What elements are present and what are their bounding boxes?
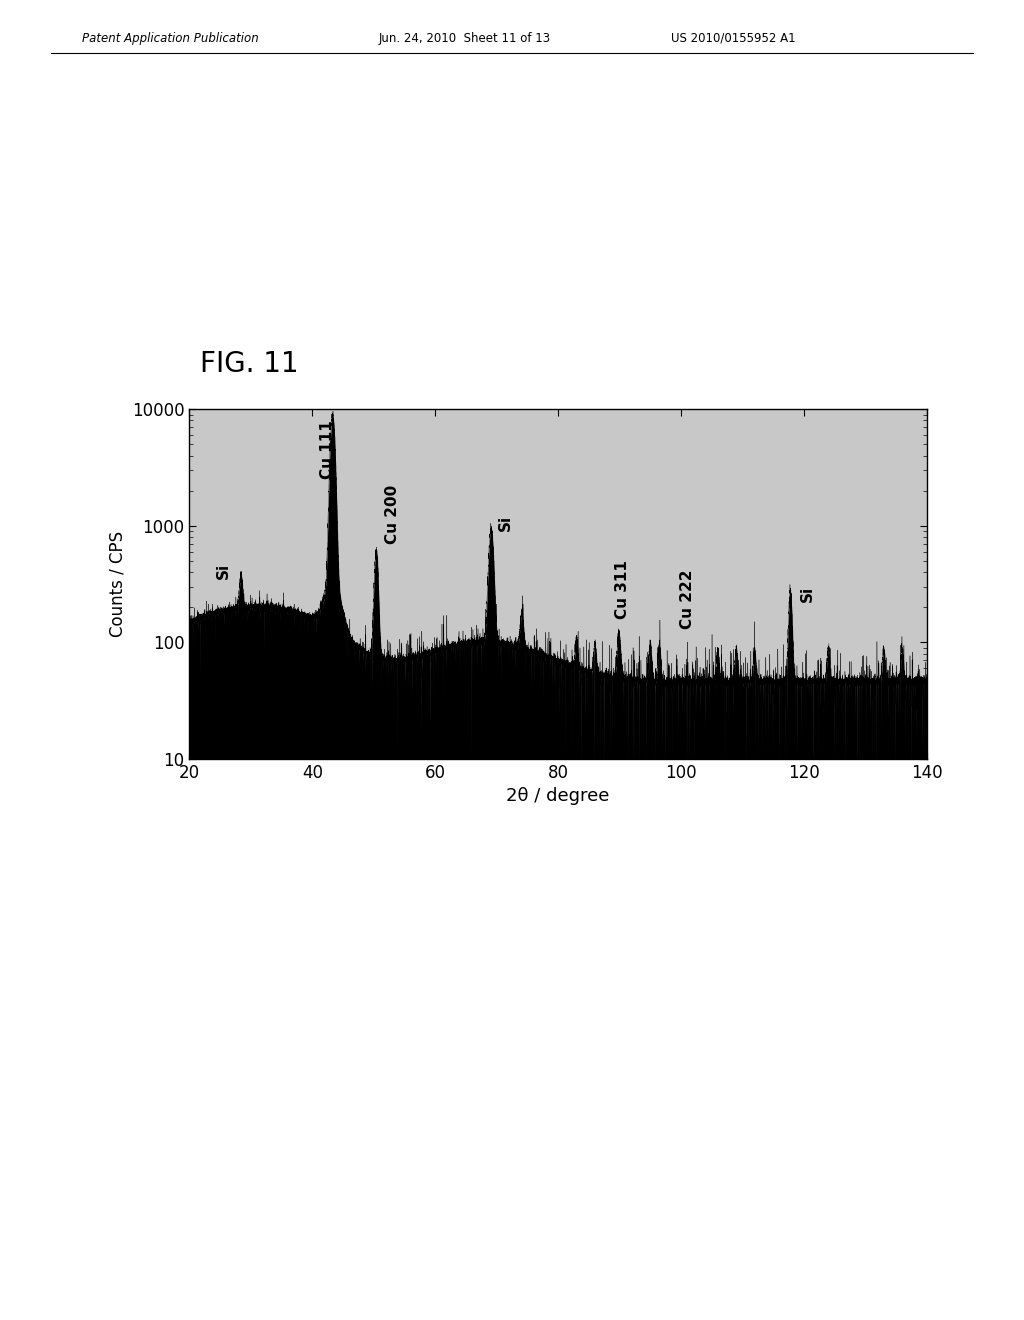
Text: Jun. 24, 2010  Sheet 11 of 13: Jun. 24, 2010 Sheet 11 of 13 bbox=[379, 32, 551, 45]
Text: Cu 311: Cu 311 bbox=[615, 560, 630, 619]
Text: Cu 222: Cu 222 bbox=[680, 570, 694, 630]
Text: FIG. 11: FIG. 11 bbox=[200, 350, 298, 379]
Text: Si: Si bbox=[499, 515, 513, 531]
Text: Cu 200: Cu 200 bbox=[385, 484, 399, 544]
Text: Patent Application Publication: Patent Application Publication bbox=[82, 32, 259, 45]
X-axis label: 2θ / degree: 2θ / degree bbox=[507, 788, 609, 805]
Text: Si: Si bbox=[800, 586, 814, 602]
Text: Cu 111: Cu 111 bbox=[321, 421, 335, 479]
Y-axis label: Counts / CPS: Counts / CPS bbox=[109, 531, 126, 638]
Text: Si: Si bbox=[216, 562, 230, 579]
Text: US 2010/0155952 A1: US 2010/0155952 A1 bbox=[671, 32, 796, 45]
